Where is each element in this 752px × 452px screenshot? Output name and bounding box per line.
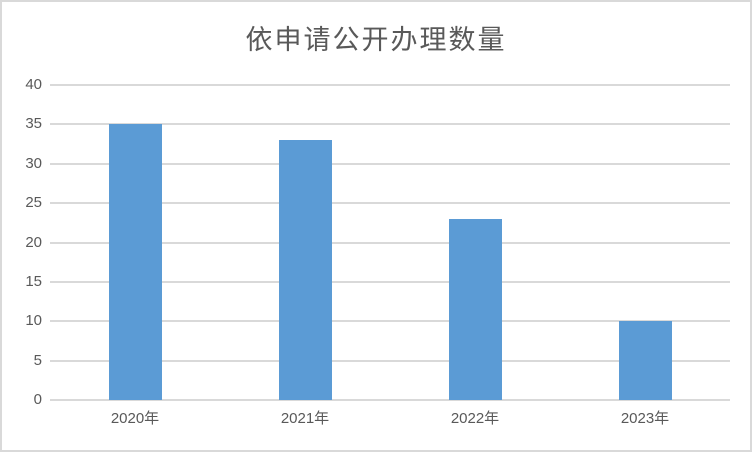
gridline-0 <box>50 399 730 401</box>
y-tick-label-25: 25 <box>25 194 42 212</box>
gridline-30 <box>50 162 730 165</box>
x-tick-label-2023: 2023年 <box>620 410 670 427</box>
y-tick-label-5: 5 <box>33 351 42 369</box>
y-tick-label-35: 35 <box>25 115 42 133</box>
x-tick-label-2022: 2022年 <box>450 410 500 427</box>
y-tick-label-15: 15 <box>25 272 42 290</box>
plot-area <box>50 84 730 401</box>
bar-2021 <box>278 140 332 400</box>
y-tick-label-10: 10 <box>25 312 42 330</box>
y-tick-label-0: 0 <box>33 391 42 408</box>
bar-2022 <box>448 218 502 400</box>
bar-2020 <box>108 124 162 400</box>
x-tick-label-2021: 2021年 <box>280 410 330 427</box>
chart-title: 依申请公开办理数量 <box>245 25 507 55</box>
y-tick-label-30: 30 <box>25 154 42 172</box>
bar-2023 <box>618 321 672 400</box>
gridline-5 <box>50 359 730 362</box>
y-tick-label-40: 40 <box>25 76 42 93</box>
gridline-20 <box>50 241 730 244</box>
gridline-10 <box>50 320 730 323</box>
y-tick-label-20: 20 <box>25 233 42 251</box>
gridline-15 <box>50 280 730 283</box>
gridline-25 <box>50 202 730 205</box>
gridline-40 <box>50 84 730 86</box>
gridline-35 <box>50 123 730 126</box>
x-tick-label-2020: 2020年 <box>110 410 160 427</box>
